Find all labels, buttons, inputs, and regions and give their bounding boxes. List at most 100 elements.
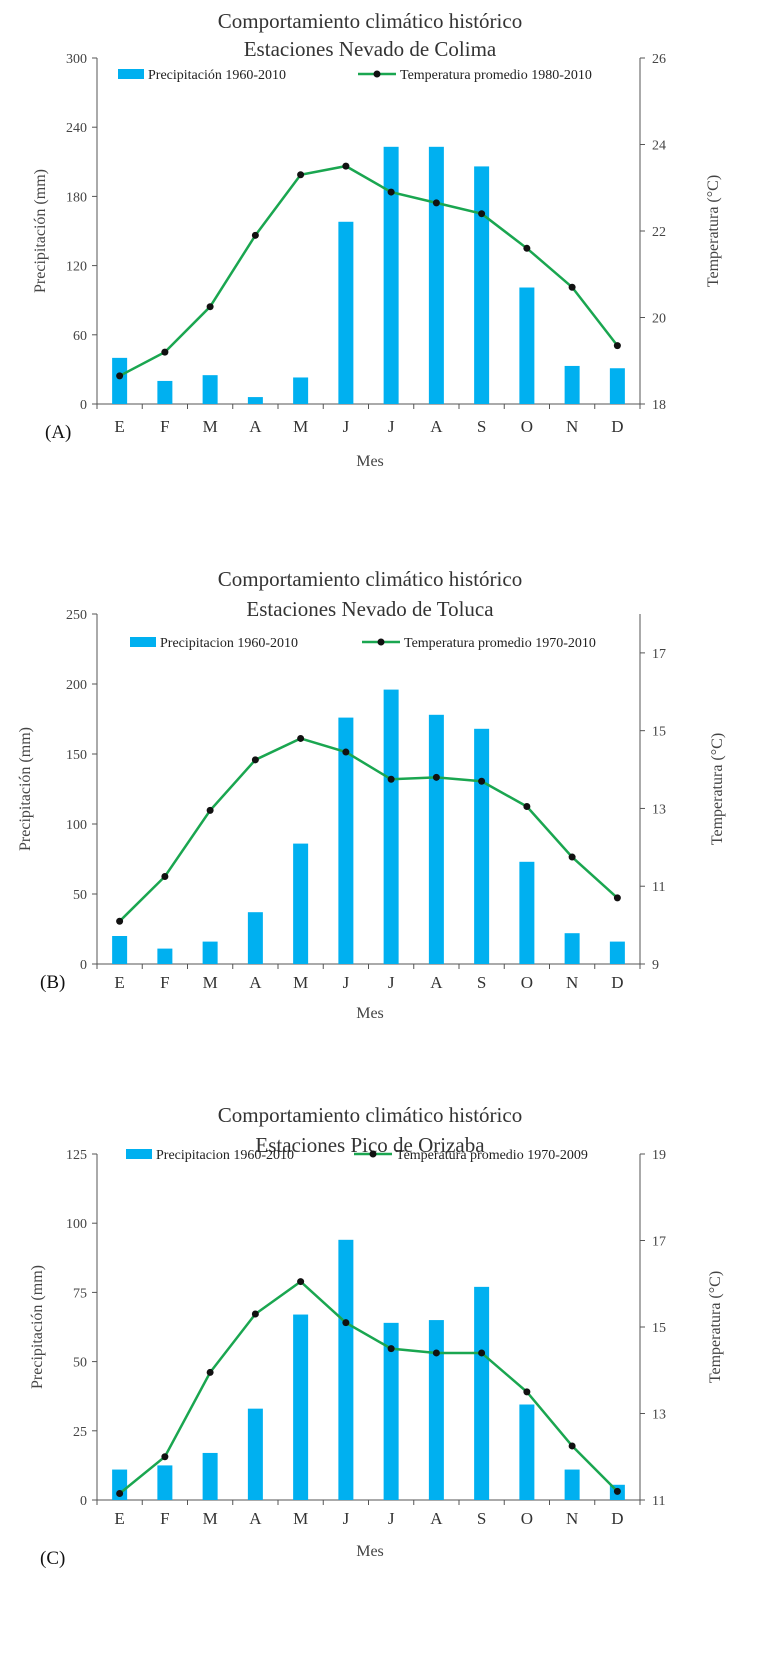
legend-bar-label: Precipitacion 1960-2010 (160, 636, 298, 651)
x-tick-label: A (430, 417, 443, 436)
precipitation-bar (247, 397, 263, 404)
chart-subtitle: Estaciones Nevado de Colima (244, 37, 497, 61)
legend-line-label: Temperatura promedio 1980-2010 (400, 68, 592, 83)
x-tick-label: M (293, 973, 308, 992)
temperature-point (206, 1368, 214, 1376)
precipitation-bar (609, 368, 625, 404)
precipitation-bar (519, 1404, 535, 1500)
y-tick-label: 100 (66, 1217, 87, 1232)
panel-label: (B) (40, 972, 65, 993)
x-tick-label: D (611, 973, 623, 992)
precipitation-bar (428, 146, 444, 404)
precipitation-bar (564, 933, 580, 964)
temperature-point (387, 775, 395, 783)
precipitation-bar (519, 287, 535, 404)
legend-bar-swatch (126, 1149, 152, 1159)
chart-panel-c: Comportamiento climático histórico Estaci… (0, 1100, 775, 1620)
x-axis-label: Mes (356, 453, 384, 470)
temperature-point (161, 348, 169, 356)
precipitation-bar (519, 861, 535, 964)
temperature-point (251, 231, 259, 239)
y-tick-label: 0 (80, 1494, 87, 1509)
legend-line-label: Temperatura promedio 1970-2009 (396, 1148, 588, 1163)
temperature-point (342, 1319, 350, 1327)
x-tick-label: E (114, 973, 124, 992)
y2-tick-label: 26 (652, 52, 666, 67)
temperature-point (161, 873, 169, 880)
y2-tick-label: 18 (652, 398, 666, 413)
y-tick-label: 25 (73, 1425, 87, 1440)
temperature-point (523, 803, 531, 810)
temperature-point (432, 773, 440, 781)
temperature-point (116, 1490, 124, 1498)
legend-bar-label: Precipitación 1960-2010 (148, 68, 286, 83)
precipitation-bar (157, 948, 173, 964)
precipitation-bar (247, 1408, 263, 1500)
temperature-line (118, 737, 619, 923)
y-axis-label: Precipitación (mm) (29, 1265, 46, 1389)
precipitation-bar (609, 941, 625, 964)
legend-line-label: Temperatura promedio 1970-2010 (404, 636, 596, 651)
y-tick-label: 60 (73, 329, 87, 344)
temperature-point (387, 188, 395, 196)
temperature-point (251, 756, 259, 764)
precipitation-bar (202, 1452, 218, 1500)
legend-line-marker (373, 70, 381, 78)
precipitation-bar (112, 1469, 128, 1500)
y2-tick-label: 24 (652, 139, 666, 154)
temperature-point (478, 1349, 486, 1357)
x-axis-label: Mes (356, 1005, 384, 1022)
y-tick-label: 75 (73, 1286, 87, 1301)
y-tick-label: 50 (73, 888, 87, 903)
precipitation-bar (383, 689, 399, 964)
temperature-point (478, 777, 486, 785)
y-tick-label: 240 (66, 121, 87, 136)
x-tick-label: O (521, 417, 533, 436)
y2-tick-label: 19 (652, 1148, 666, 1163)
x-tick-label: J (343, 1509, 350, 1528)
chart-toluca: Comportamiento climático histórico Estaci… (17, 567, 726, 1022)
x-tick-label: A (249, 417, 262, 436)
precipitation-bar (112, 936, 128, 964)
x-tick-label: A (249, 1509, 262, 1528)
panel-label: (A) (45, 422, 71, 443)
y-tick-label: 150 (66, 748, 87, 763)
y-axis-label: Precipitación (mm) (32, 169, 49, 293)
y-tick-label: 120 (66, 260, 87, 275)
temperature-point (613, 342, 621, 350)
x-tick-label: O (521, 973, 533, 992)
x-tick-label: E (114, 417, 124, 436)
y2-tick-label: 22 (652, 225, 666, 240)
y2-axis-label: Temperatura (°C) (707, 1271, 724, 1383)
y2-tick-label: 11 (652, 880, 665, 895)
chart-colima: Comportamiento climático histórico Estaci… (32, 9, 722, 470)
temperature-point (161, 1453, 169, 1461)
precipitation-bar (338, 221, 354, 404)
precipitation-bar (474, 1286, 490, 1500)
y-tick-label: 200 (66, 678, 87, 693)
x-tick-label: M (203, 417, 218, 436)
y-tick-label: 100 (66, 818, 87, 833)
x-tick-label: S (477, 973, 486, 992)
y-tick-label: 180 (66, 190, 87, 205)
legend-line-marker (369, 1150, 377, 1158)
y2-axis-label: Temperatura (°C) (705, 175, 722, 287)
y2-tick-label: 9 (652, 958, 659, 973)
x-tick-label: M (203, 973, 218, 992)
chart-title: Comportamiento climático histórico (218, 9, 522, 33)
temperature-point (342, 162, 350, 170)
precipitation-bar (247, 912, 263, 964)
legend-bar-swatch (130, 637, 156, 647)
temperature-point (568, 853, 576, 861)
precipitation-bar (564, 1469, 580, 1500)
temperature-point (432, 1349, 440, 1357)
precipitation-bar (474, 166, 490, 404)
precipitation-bar (157, 380, 173, 404)
legend-line-marker (377, 638, 385, 646)
temperature-point (297, 734, 305, 742)
y2-tick-label: 13 (652, 802, 666, 817)
x-tick-label: F (160, 1509, 169, 1528)
precipitation-bar (293, 377, 309, 404)
temperature-point (342, 748, 350, 756)
x-tick-label: S (477, 1509, 486, 1528)
